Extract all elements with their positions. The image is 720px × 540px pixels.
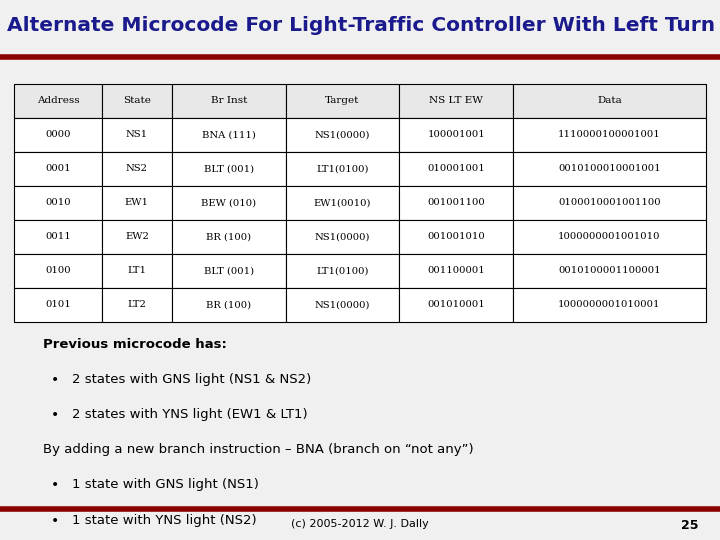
Text: 010001001: 010001001 bbox=[428, 164, 485, 173]
Text: 0010100010001001: 0010100010001001 bbox=[558, 164, 661, 173]
Text: 0000: 0000 bbox=[45, 130, 71, 139]
FancyBboxPatch shape bbox=[172, 152, 286, 186]
FancyBboxPatch shape bbox=[14, 84, 102, 118]
Text: 100001001: 100001001 bbox=[428, 130, 485, 139]
FancyBboxPatch shape bbox=[513, 220, 706, 254]
FancyBboxPatch shape bbox=[400, 186, 513, 220]
Text: BEW (010): BEW (010) bbox=[201, 198, 256, 207]
Text: State: State bbox=[123, 96, 150, 105]
FancyBboxPatch shape bbox=[102, 186, 172, 220]
Text: 2 states with YNS light (EW1 & LT1): 2 states with YNS light (EW1 & LT1) bbox=[72, 408, 307, 421]
Text: LT1: LT1 bbox=[127, 266, 146, 275]
FancyBboxPatch shape bbox=[14, 254, 102, 288]
FancyBboxPatch shape bbox=[172, 288, 286, 322]
FancyBboxPatch shape bbox=[286, 118, 400, 152]
FancyBboxPatch shape bbox=[14, 186, 102, 220]
FancyBboxPatch shape bbox=[14, 220, 102, 254]
FancyBboxPatch shape bbox=[172, 254, 286, 288]
Text: LT1(0100): LT1(0100) bbox=[316, 266, 369, 275]
FancyBboxPatch shape bbox=[400, 84, 513, 118]
Text: 0001: 0001 bbox=[45, 164, 71, 173]
Text: EW1: EW1 bbox=[125, 198, 149, 207]
FancyBboxPatch shape bbox=[286, 220, 400, 254]
Text: BNA (111): BNA (111) bbox=[202, 130, 256, 139]
Text: LT2: LT2 bbox=[127, 300, 146, 309]
Text: 0011: 0011 bbox=[45, 232, 71, 241]
Text: BLT (001): BLT (001) bbox=[204, 164, 254, 173]
Text: 1 state with YNS light (NS2): 1 state with YNS light (NS2) bbox=[72, 514, 256, 526]
Text: EW1(0010): EW1(0010) bbox=[314, 198, 372, 207]
FancyBboxPatch shape bbox=[400, 254, 513, 288]
FancyBboxPatch shape bbox=[513, 118, 706, 152]
FancyBboxPatch shape bbox=[102, 152, 172, 186]
Text: NS1: NS1 bbox=[126, 130, 148, 139]
FancyBboxPatch shape bbox=[102, 84, 172, 118]
Text: •: • bbox=[50, 408, 58, 422]
Text: •: • bbox=[50, 514, 58, 528]
FancyBboxPatch shape bbox=[400, 288, 513, 322]
Text: 25: 25 bbox=[681, 519, 698, 532]
Text: 1110000100001001: 1110000100001001 bbox=[558, 130, 661, 139]
Text: By adding a new branch instruction – BNA (branch on “not any”): By adding a new branch instruction – BNA… bbox=[43, 443, 474, 456]
Text: BR (100): BR (100) bbox=[206, 300, 251, 309]
Text: Br Inst: Br Inst bbox=[210, 96, 247, 105]
FancyBboxPatch shape bbox=[286, 152, 400, 186]
Text: (c) 2005-2012 W. J. Dally: (c) 2005-2012 W. J. Dally bbox=[291, 519, 429, 530]
Text: •: • bbox=[50, 373, 58, 387]
Text: 0010100001100001: 0010100001100001 bbox=[558, 266, 661, 275]
Text: NS1(0000): NS1(0000) bbox=[315, 300, 370, 309]
FancyBboxPatch shape bbox=[286, 84, 400, 118]
Text: NS1(0000): NS1(0000) bbox=[315, 130, 370, 139]
Text: 0100: 0100 bbox=[45, 266, 71, 275]
FancyBboxPatch shape bbox=[400, 220, 513, 254]
FancyBboxPatch shape bbox=[102, 118, 172, 152]
Text: Target: Target bbox=[325, 96, 360, 105]
FancyBboxPatch shape bbox=[14, 288, 102, 322]
FancyBboxPatch shape bbox=[102, 254, 172, 288]
Text: BR (100): BR (100) bbox=[206, 232, 251, 241]
FancyBboxPatch shape bbox=[102, 288, 172, 322]
FancyBboxPatch shape bbox=[172, 118, 286, 152]
Text: 1000000001001010: 1000000001001010 bbox=[558, 232, 661, 241]
FancyBboxPatch shape bbox=[513, 288, 706, 322]
FancyBboxPatch shape bbox=[172, 220, 286, 254]
Text: Alternate Microcode For Light-Traffic Controller With Left Turn: Alternate Microcode For Light-Traffic Co… bbox=[7, 16, 716, 35]
FancyBboxPatch shape bbox=[400, 118, 513, 152]
Text: 001001010: 001001010 bbox=[428, 232, 485, 241]
FancyBboxPatch shape bbox=[400, 152, 513, 186]
Text: 001010001: 001010001 bbox=[428, 300, 485, 309]
Text: Data: Data bbox=[597, 96, 622, 105]
Text: 1 state with GNS light (NS1): 1 state with GNS light (NS1) bbox=[72, 478, 259, 491]
Text: LT1(0100): LT1(0100) bbox=[316, 164, 369, 173]
FancyBboxPatch shape bbox=[513, 186, 706, 220]
Text: 0101: 0101 bbox=[45, 300, 71, 309]
FancyBboxPatch shape bbox=[172, 84, 286, 118]
FancyBboxPatch shape bbox=[14, 118, 102, 152]
Text: Previous microcode has:: Previous microcode has: bbox=[43, 338, 227, 351]
Text: 0010: 0010 bbox=[45, 198, 71, 207]
FancyBboxPatch shape bbox=[286, 288, 400, 322]
FancyBboxPatch shape bbox=[14, 152, 102, 186]
Text: •: • bbox=[50, 478, 58, 492]
FancyBboxPatch shape bbox=[286, 186, 400, 220]
FancyBboxPatch shape bbox=[172, 186, 286, 220]
FancyBboxPatch shape bbox=[513, 84, 706, 118]
FancyBboxPatch shape bbox=[513, 254, 706, 288]
Text: BLT (001): BLT (001) bbox=[204, 266, 254, 275]
Text: EW2: EW2 bbox=[125, 232, 149, 241]
Text: 0100010001001100: 0100010001001100 bbox=[558, 198, 661, 207]
Text: Address: Address bbox=[37, 96, 79, 105]
Text: NS2: NS2 bbox=[126, 164, 148, 173]
Text: 001100001: 001100001 bbox=[428, 266, 485, 275]
Text: 1000000001010001: 1000000001010001 bbox=[558, 300, 661, 309]
Text: NS1(0000): NS1(0000) bbox=[315, 232, 370, 241]
FancyBboxPatch shape bbox=[513, 152, 706, 186]
Text: 2 states with GNS light (NS1 & NS2): 2 states with GNS light (NS1 & NS2) bbox=[72, 373, 311, 386]
FancyBboxPatch shape bbox=[102, 220, 172, 254]
Text: NS LT EW: NS LT EW bbox=[429, 96, 483, 105]
FancyBboxPatch shape bbox=[286, 254, 400, 288]
Text: 001001100: 001001100 bbox=[428, 198, 485, 207]
